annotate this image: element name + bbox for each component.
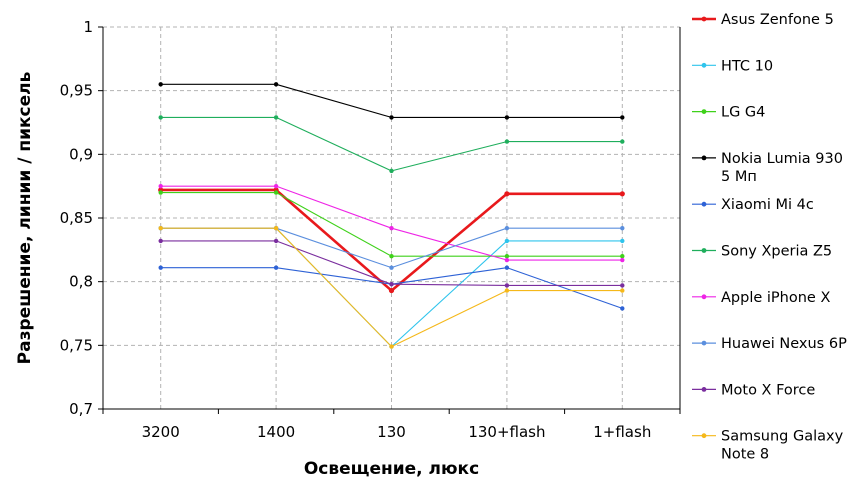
data-point: [504, 191, 510, 197]
legend: Asus Zenfone 5 HTC 10 LG G4 Nokia Lumia 930…: [692, 12, 847, 463]
series-4: [158, 82, 625, 120]
series-6: [158, 115, 625, 174]
legend-swatch-marker: [701, 155, 707, 161]
data-point: [389, 115, 394, 120]
data-point: [273, 115, 279, 120]
legend-label: Nokia Lumia 930 5 Мп: [721, 151, 843, 185]
data-point: [389, 254, 394, 259]
legend-item: LG G4: [692, 105, 765, 121]
legend-label: Samsung Galaxy Note 8: [721, 429, 844, 463]
data-point: [504, 257, 510, 263]
legend-item: Apple iPhone X: [692, 290, 830, 306]
x-axis-title: Освещение, люкс: [304, 459, 479, 479]
y-tick-label: 0,85: [60, 209, 93, 227]
data-point: [389, 265, 394, 270]
data-point: [389, 225, 394, 231]
legend-item: Huawei Nexus 6P: [692, 336, 847, 352]
y-tick-label: 0,9: [69, 145, 93, 163]
y-tick-label: 0,95: [60, 82, 93, 100]
legend-label: Moto X Force: [721, 382, 815, 398]
data-point: [620, 238, 625, 244]
legend-item: Xiaomi Mi 4c: [692, 197, 814, 213]
data-point: [158, 225, 163, 231]
series-layer: [158, 82, 625, 349]
data-point: [273, 183, 279, 189]
data-point: [504, 265, 510, 270]
legend-item: Moto X Force: [692, 382, 815, 398]
series-9: [158, 238, 625, 288]
data-point: [620, 257, 625, 263]
legend-swatch-marker: [701, 16, 707, 22]
data-point: [504, 288, 510, 293]
legend-swatch-marker: [701, 62, 707, 68]
data-point: [273, 238, 279, 244]
data-point: [620, 115, 625, 120]
data-point: [158, 238, 163, 244]
data-point: [504, 139, 510, 144]
data-point: [158, 115, 163, 120]
data-point: [619, 191, 625, 197]
legend-label: HTC 10: [721, 58, 773, 74]
legend-item: Asus Zenfone 5: [692, 12, 834, 28]
data-point: [620, 306, 625, 311]
data-point: [504, 115, 510, 120]
series-10: [158, 225, 625, 349]
data-point: [273, 82, 279, 87]
legend-label: LG G4: [721, 105, 765, 121]
legend-swatch-marker: [701, 340, 707, 346]
series-3: [158, 190, 625, 259]
data-point: [158, 190, 163, 195]
x-tick-label: 3200: [142, 423, 180, 441]
legend-label: Xiaomi Mi 4c: [721, 197, 814, 213]
legend-swatch-marker: [701, 201, 707, 207]
legend-item: HTC 10: [692, 58, 773, 74]
data-point: [273, 265, 279, 270]
y-tick-label: 1: [83, 18, 93, 36]
data-point: [158, 183, 163, 189]
legend-swatch-marker: [701, 433, 707, 439]
data-point: [504, 225, 510, 231]
data-point: [389, 282, 394, 287]
data-point: [273, 190, 279, 195]
axes: [98, 26, 681, 414]
y-tick-label: 0,75: [60, 336, 93, 354]
data-point: [620, 254, 625, 259]
data-point: [620, 139, 625, 144]
x-tick-label: 130: [377, 423, 406, 441]
legend-swatch-marker: [701, 387, 707, 392]
legend-swatch-marker: [701, 109, 707, 114]
legend-label: Huawei Nexus 6P: [721, 336, 847, 352]
legend-swatch-marker: [701, 294, 707, 300]
data-point: [158, 265, 163, 270]
data-point: [504, 238, 510, 244]
x-tick-label: 1+flash: [593, 423, 651, 441]
data-point: [620, 225, 625, 231]
data-point: [389, 344, 394, 349]
x-tick-label: 1400: [257, 423, 295, 441]
data-point: [158, 82, 163, 87]
legend-swatch-marker: [701, 248, 707, 253]
data-point: [273, 225, 279, 231]
series-7: [158, 183, 625, 263]
legend-item: Sony Xperia Z5: [692, 244, 832, 260]
data-point: [620, 288, 625, 293]
data-point: [620, 283, 625, 288]
data-point: [504, 283, 510, 288]
y-tick-label: 0,7: [69, 400, 93, 418]
data-point: [388, 287, 395, 294]
y-tick-label: 0,8: [69, 273, 93, 291]
legend-item: Nokia Lumia 930 5 Мп: [692, 151, 843, 185]
data-point: [504, 254, 510, 259]
x-tick-label: 130+flash: [468, 423, 545, 441]
legend-label: Asus Zenfone 5: [721, 12, 834, 28]
legend-label: Sony Xperia Z5: [721, 244, 832, 260]
y-axis-title: Разрешение, линии / пиксель: [15, 72, 35, 365]
legend-item: Samsung Galaxy Note 8: [692, 429, 844, 463]
data-point: [389, 168, 394, 174]
tick-labels: 0,7 0,75 0,8 0,85 0,9 0,95 1 3200 1400 130 130+fla…: [60, 18, 652, 441]
legend-label: Apple iPhone X: [721, 290, 830, 306]
